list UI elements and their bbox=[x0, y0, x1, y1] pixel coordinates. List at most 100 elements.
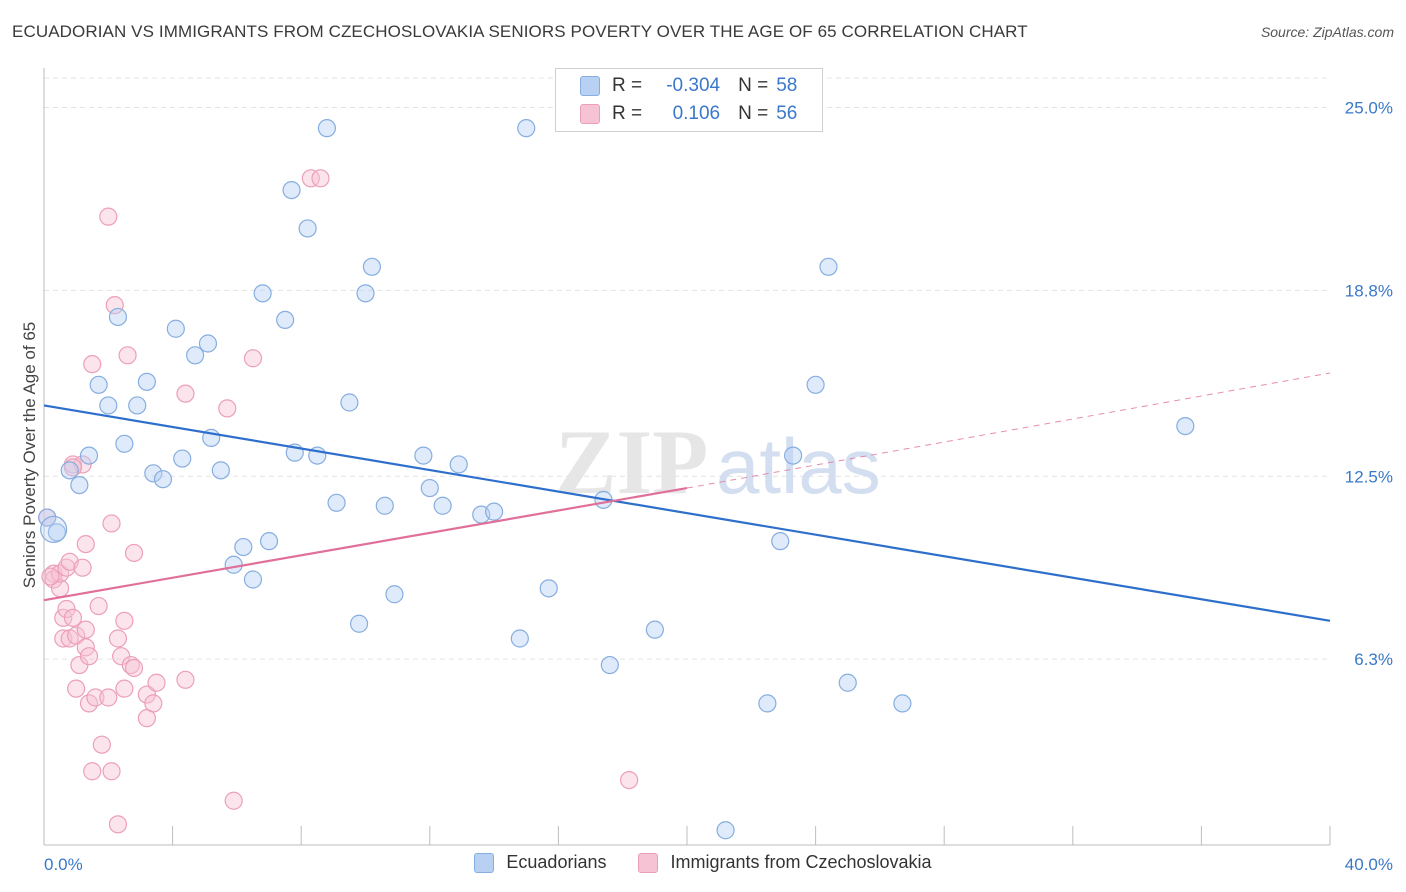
czechoslovakia-point bbox=[218, 399, 237, 418]
ecuadorian-point bbox=[771, 532, 790, 551]
ecuadorian-point bbox=[47, 523, 66, 542]
ecuadorian-point bbox=[327, 493, 346, 512]
chart-title: ECUADORIAN VS IMMIGRANTS FROM CZECHOSLOV… bbox=[12, 22, 1028, 41]
ecuadorian-point bbox=[70, 476, 89, 495]
czechoslovakia-point bbox=[108, 629, 128, 648]
ecuadorian-point bbox=[276, 310, 295, 329]
ecuadorian-point bbox=[224, 555, 243, 574]
series-legend: Ecuadorians Immigrants from Czechoslovak… bbox=[0, 852, 1406, 873]
czechoslovakia-point bbox=[73, 558, 92, 577]
ecuadorian-point bbox=[298, 219, 317, 238]
ecuadorian-point bbox=[173, 449, 192, 468]
y-tick-label: 18.8% bbox=[1345, 281, 1393, 300]
czechoslovakia-trend-line bbox=[43, 486, 688, 602]
ecuadorian-point bbox=[356, 284, 375, 303]
x-tick-label: 40.0% bbox=[1345, 855, 1393, 874]
ecuadorian-point bbox=[758, 694, 777, 713]
czechoslovakia-point bbox=[108, 815, 128, 834]
czechoslovakia-point bbox=[86, 688, 105, 707]
czechoslovakia-point bbox=[63, 608, 83, 627]
czechoslovakia-point bbox=[124, 543, 144, 563]
czechoslovakia-point bbox=[79, 647, 99, 666]
ecuadorian-point bbox=[600, 655, 619, 675]
ecuadorian-point bbox=[211, 461, 230, 480]
r-value: 0.106 bbox=[672, 103, 721, 124]
czechoslovakia-point bbox=[224, 791, 243, 810]
ecuadorian-point bbox=[186, 346, 205, 365]
czechoslovakia-point bbox=[118, 346, 137, 365]
y-tick-label: 6.3% bbox=[1354, 650, 1393, 669]
n-label: N = bbox=[738, 75, 769, 96]
r-label: R = bbox=[612, 75, 643, 96]
trend-lines bbox=[43, 372, 1331, 622]
tick-labels: 6.3% 12.5% 18.8% 25.0% 0.0% 40.0% bbox=[44, 99, 1393, 875]
x-tick-label: 0.0% bbox=[44, 855, 83, 874]
czechoslovakia-point bbox=[83, 762, 102, 781]
ecuadorian-point bbox=[253, 284, 272, 303]
czechoslovakia-point bbox=[144, 694, 163, 713]
czechoslovakia-point bbox=[92, 735, 111, 754]
legend-item-ecuadorians: Ecuadorians bbox=[474, 852, 606, 873]
ecuadorian-point bbox=[108, 307, 128, 327]
ecuadorian-point bbox=[282, 181, 301, 200]
ecuadorian-point bbox=[449, 455, 468, 474]
czechoslovakia-point bbox=[63, 458, 83, 477]
ecuadorian-point bbox=[517, 119, 536, 138]
ecuadorian-point bbox=[340, 393, 359, 412]
ecuadorian-point bbox=[198, 334, 218, 353]
czechoslovakia-point bbox=[102, 514, 121, 533]
ecuadorian-point bbox=[234, 537, 253, 557]
czechoslovakia-point bbox=[176, 670, 195, 689]
czechoslovakia-point bbox=[99, 207, 118, 226]
ecuadorian-point bbox=[243, 570, 263, 589]
czechoslovakia-point bbox=[67, 626, 86, 645]
czechoslovakia-point bbox=[311, 169, 330, 188]
r-label: R = bbox=[612, 103, 643, 124]
legend-swatch-pink bbox=[580, 104, 600, 124]
ecuadorian-point bbox=[99, 396, 118, 415]
czechoslovakia-point bbox=[115, 679, 134, 698]
ecuadorian-point bbox=[153, 470, 173, 489]
czechoslovakia-point bbox=[243, 349, 263, 368]
legend-item-czechoslovakia: Immigrants from Czechoslovakia bbox=[638, 852, 932, 873]
ecuadorian-point bbox=[433, 496, 452, 515]
ecuadorian-point bbox=[645, 620, 664, 639]
series-czechoslovakia-points bbox=[38, 169, 639, 834]
czechoslovakia-point bbox=[76, 534, 95, 554]
ecuadorian-point bbox=[362, 257, 382, 276]
n-label: N = bbox=[738, 103, 769, 124]
y-tick-label: 12.5% bbox=[1345, 467, 1393, 486]
ecuadorian-point bbox=[317, 119, 337, 138]
legend-row-czechoslovakia: R = 0.106 N = 56 bbox=[580, 101, 797, 127]
czechoslovakia-point bbox=[83, 355, 102, 374]
czechoslovakia-point bbox=[620, 770, 639, 790]
legend-swatch-pink bbox=[638, 852, 659, 873]
n-value: 58 bbox=[776, 75, 798, 96]
ecuadorian-point bbox=[414, 446, 433, 465]
axes bbox=[43, 68, 1331, 846]
ecuadorian-point-large bbox=[40, 515, 68, 543]
ecuadorian-point bbox=[349, 614, 369, 633]
czechoslovakia-point bbox=[115, 611, 134, 630]
czechoslovakia-point bbox=[67, 679, 86, 698]
series-ecuadorians-points bbox=[38, 119, 1195, 840]
n-value: 56 bbox=[776, 103, 798, 124]
ecuadorian-point bbox=[539, 579, 558, 598]
czechoslovakia-point bbox=[121, 655, 140, 675]
ecuadorian-point bbox=[89, 375, 108, 394]
legend-row-ecuadorians: R = -0.304 N = 58 bbox=[580, 73, 797, 99]
r-value: -0.304 bbox=[666, 75, 721, 96]
ecuadorian-point bbox=[60, 461, 79, 480]
ecuadorian-point bbox=[385, 585, 404, 604]
ecuadorian-point bbox=[485, 502, 504, 521]
czechoslovakia-point bbox=[99, 688, 118, 707]
ecuadorian-point bbox=[259, 532, 279, 551]
czechoslovakia-point bbox=[147, 673, 166, 692]
czechoslovakia-point bbox=[76, 620, 95, 639]
ecuadorian-point bbox=[128, 396, 147, 415]
ecuadorians-trend-line bbox=[43, 404, 1331, 622]
czechoslovakia-trend-extension bbox=[686, 372, 1331, 489]
y-tick-label: 25.0% bbox=[1345, 99, 1393, 118]
ecuadorian-point bbox=[819, 257, 838, 276]
legend-swatch-blue bbox=[474, 852, 495, 873]
